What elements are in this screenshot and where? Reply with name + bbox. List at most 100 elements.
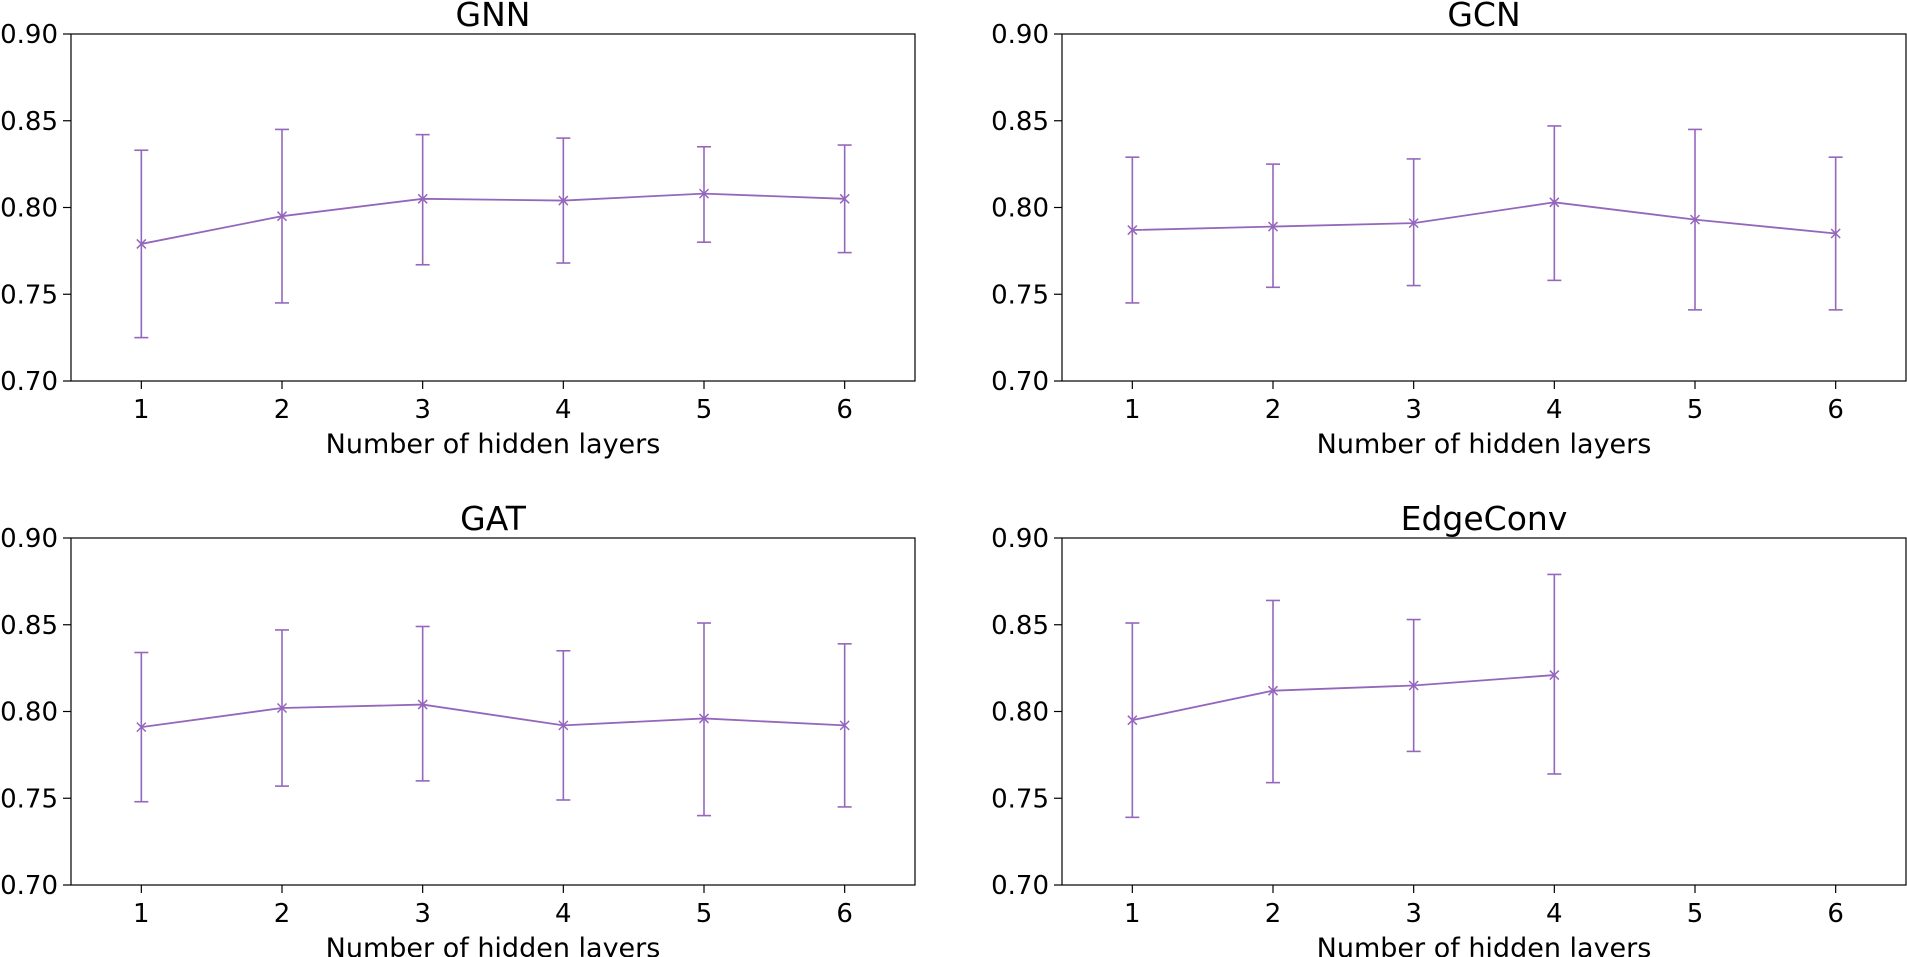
marker-stroke bbox=[1408, 680, 1419, 691]
data-point-marker bbox=[839, 720, 850, 731]
data-point-marker bbox=[276, 211, 288, 222]
data-point-marker bbox=[276, 702, 288, 714]
x-tick-label: 3 bbox=[1405, 395, 1422, 425]
x-tick-label: 1 bbox=[133, 395, 150, 425]
data-point-marker bbox=[1408, 680, 1419, 691]
data-point-marker bbox=[1549, 670, 1560, 681]
data-point-marker bbox=[136, 722, 147, 733]
marker-stroke bbox=[698, 713, 710, 724]
x-axis-label: Number of hidden layers bbox=[326, 933, 661, 957]
y-tick-label: 0.75 bbox=[0, 784, 58, 814]
x-tick-label: 3 bbox=[414, 899, 431, 929]
data-point-marker bbox=[1830, 228, 1841, 239]
y-tick-label: 0.75 bbox=[991, 784, 1049, 814]
chart-panel-gcn: GCN 0.70 0.75 0.80 0.85 0.90 1 2 3 4 5 6 Number of h… bbox=[991, 0, 1907, 460]
x-tick-label: 2 bbox=[274, 395, 291, 425]
chart-title: GNN bbox=[456, 0, 531, 34]
series-line bbox=[1132, 201, 1836, 235]
x-tick-label: 6 bbox=[1827, 395, 1844, 425]
x-tick-label: 2 bbox=[274, 899, 291, 929]
y-tick-label: 0.90 bbox=[991, 20, 1049, 50]
data-point-marker bbox=[1689, 214, 1701, 225]
marker-stroke bbox=[417, 193, 428, 204]
marker-stroke bbox=[276, 211, 288, 222]
marker-stroke bbox=[1267, 221, 1279, 232]
plot-area-frame bbox=[1061, 33, 1907, 382]
series-line bbox=[141, 703, 845, 729]
marker-stroke bbox=[558, 195, 569, 206]
x-tick-label: 5 bbox=[1687, 395, 1704, 425]
y-tick-label: 0.90 bbox=[991, 524, 1049, 554]
marker-stroke bbox=[417, 699, 428, 710]
y-tick-label: 0.80 bbox=[0, 698, 58, 728]
data-point-marker bbox=[1127, 715, 1138, 726]
data-point-marker bbox=[698, 713, 710, 724]
marker-stroke bbox=[839, 720, 850, 731]
series-line bbox=[1132, 674, 1555, 722]
marker-stroke bbox=[1689, 214, 1701, 225]
marker-stroke bbox=[1408, 218, 1419, 229]
y-tick-label: 0.85 bbox=[0, 611, 58, 641]
marker-stroke bbox=[1549, 670, 1560, 681]
marker-stroke bbox=[839, 193, 850, 204]
marker-stroke bbox=[558, 720, 569, 731]
data-point-marker bbox=[839, 193, 850, 204]
y-tick-label: 0.75 bbox=[0, 280, 58, 310]
y-tick-label: 0.85 bbox=[0, 107, 58, 137]
plot-area-frame bbox=[70, 537, 916, 886]
x-tick-label: 4 bbox=[1546, 899, 1563, 929]
y-tick-label: 0.90 bbox=[0, 20, 58, 50]
data-point-marker bbox=[558, 720, 569, 731]
chart-title: GAT bbox=[460, 499, 527, 538]
chart-panel-gat: GAT 0.70 0.75 0.80 0.85 0.90 1 2 3 4 5 6 Number of h… bbox=[0, 499, 916, 957]
marker-stroke bbox=[1267, 685, 1279, 696]
x-tick-label: 6 bbox=[836, 899, 853, 929]
x-axis-label: Number of hidden layers bbox=[1317, 429, 1652, 460]
x-tick-label: 6 bbox=[1827, 899, 1844, 929]
chart-title: GCN bbox=[1447, 0, 1520, 34]
data-point-marker bbox=[1549, 197, 1560, 208]
x-tick-label: 4 bbox=[1546, 395, 1563, 425]
x-tick-label: 5 bbox=[696, 395, 713, 425]
data-point-marker bbox=[1127, 225, 1138, 236]
marker-stroke bbox=[1127, 225, 1138, 236]
x-tick-label: 1 bbox=[133, 899, 150, 929]
y-tick-label: 0.70 bbox=[0, 871, 58, 901]
x-tick-label: 1 bbox=[1124, 899, 1141, 929]
data-point-marker bbox=[698, 188, 710, 199]
y-tick-label: 0.80 bbox=[991, 194, 1049, 224]
plot-area-frame bbox=[70, 33, 916, 382]
marker-stroke bbox=[698, 188, 710, 199]
x-tick-label: 1 bbox=[1124, 395, 1141, 425]
marker-stroke bbox=[136, 238, 147, 249]
x-axis-label: Number of hidden layers bbox=[1317, 933, 1652, 957]
x-tick-label: 5 bbox=[1687, 899, 1704, 929]
y-tick-label: 0.80 bbox=[991, 698, 1049, 728]
y-tick-label: 0.85 bbox=[991, 611, 1049, 641]
y-tick-label: 0.80 bbox=[0, 194, 58, 224]
series-line bbox=[141, 192, 845, 245]
x-tick-label: 2 bbox=[1265, 899, 1282, 929]
x-tick-label: 6 bbox=[836, 395, 853, 425]
y-tick-label: 0.70 bbox=[991, 367, 1049, 397]
x-tick-label: 4 bbox=[555, 899, 572, 929]
plot-area-frame bbox=[1061, 537, 1907, 886]
chart-title: EdgeConv bbox=[1401, 499, 1568, 538]
y-tick-label: 0.90 bbox=[0, 524, 58, 554]
marker-stroke bbox=[1549, 197, 1560, 208]
data-point-marker bbox=[1267, 685, 1279, 696]
y-tick-label: 0.75 bbox=[991, 280, 1049, 310]
x-tick-label: 3 bbox=[1405, 899, 1422, 929]
data-point-marker bbox=[1408, 218, 1419, 229]
chart-panel-gnn: GNN 0.70 0.75 0.80 0.85 0.90 1 2 3 4 5 6 Number of h… bbox=[0, 0, 916, 460]
x-tick-label: 3 bbox=[414, 395, 431, 425]
data-point-marker bbox=[417, 193, 428, 204]
x-tick-label: 2 bbox=[1265, 395, 1282, 425]
y-tick-label: 0.85 bbox=[991, 107, 1049, 137]
x-axis-label: Number of hidden layers bbox=[326, 429, 661, 460]
data-point-marker bbox=[558, 195, 569, 206]
data-point-marker bbox=[136, 238, 147, 249]
data-point-marker bbox=[417, 699, 428, 710]
x-tick-label: 5 bbox=[696, 899, 713, 929]
